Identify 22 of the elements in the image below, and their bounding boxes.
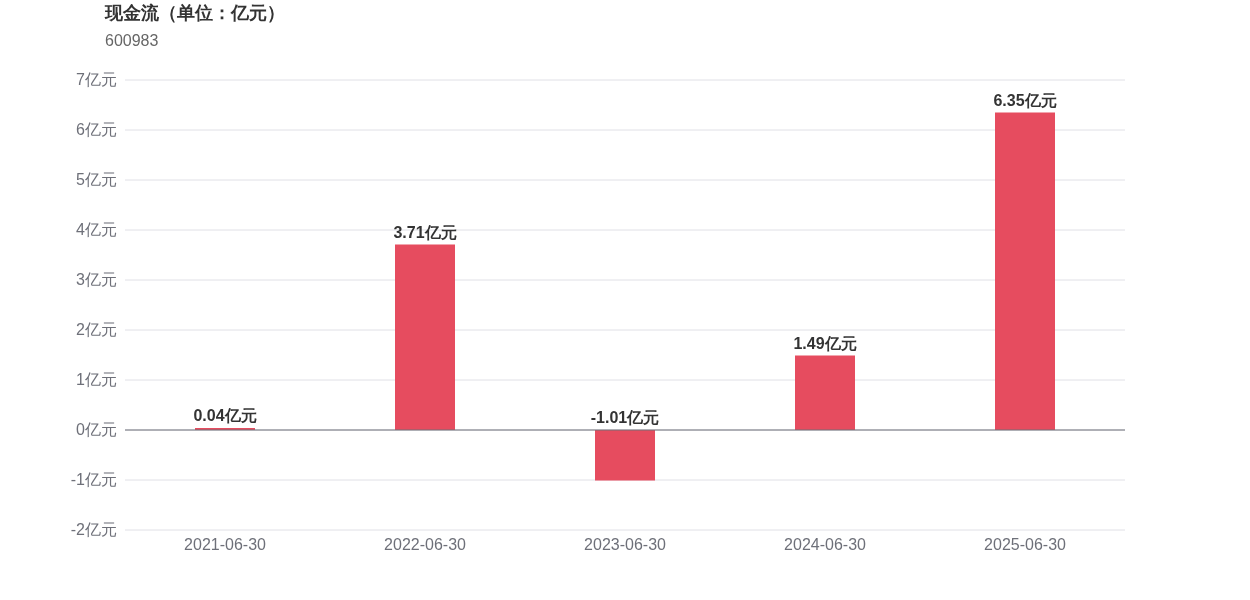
x-tick-label: 2023-06-30 [584, 536, 667, 553]
data-label: 0.04亿元 [193, 407, 257, 424]
data-label: 1.49亿元 [793, 334, 857, 352]
y-tick-label: 6亿元 [76, 121, 117, 138]
data-label: 3.71亿元 [393, 223, 457, 241]
chart-title: 现金流（单位：亿元） [104, 3, 285, 23]
y-tick-label: 7亿元 [76, 71, 117, 88]
y-tick-label: 2亿元 [76, 321, 117, 338]
y-tick-label: 5亿元 [76, 171, 117, 188]
y-tick-label: 1亿元 [76, 371, 117, 388]
chart-subtitle: 600983 [105, 32, 159, 49]
y-tick-label: 4亿元 [76, 221, 117, 238]
y-tick-label: 0亿元 [76, 421, 117, 438]
y-tick-label: -2亿元 [70, 521, 117, 538]
x-tick-label: 2025-06-30 [984, 536, 1067, 553]
y-tick-label: 3亿元 [76, 271, 117, 288]
x-tick-label: 2024-06-30 [784, 536, 867, 553]
y-tick-label: -1亿元 [70, 471, 117, 488]
x-tick-label: 2021-06-30 [184, 536, 267, 553]
data-label: -1.01亿元 [590, 409, 660, 426]
x-tick-label: 2022-06-30 [384, 536, 467, 553]
data-label: 6.35亿元 [993, 91, 1057, 109]
